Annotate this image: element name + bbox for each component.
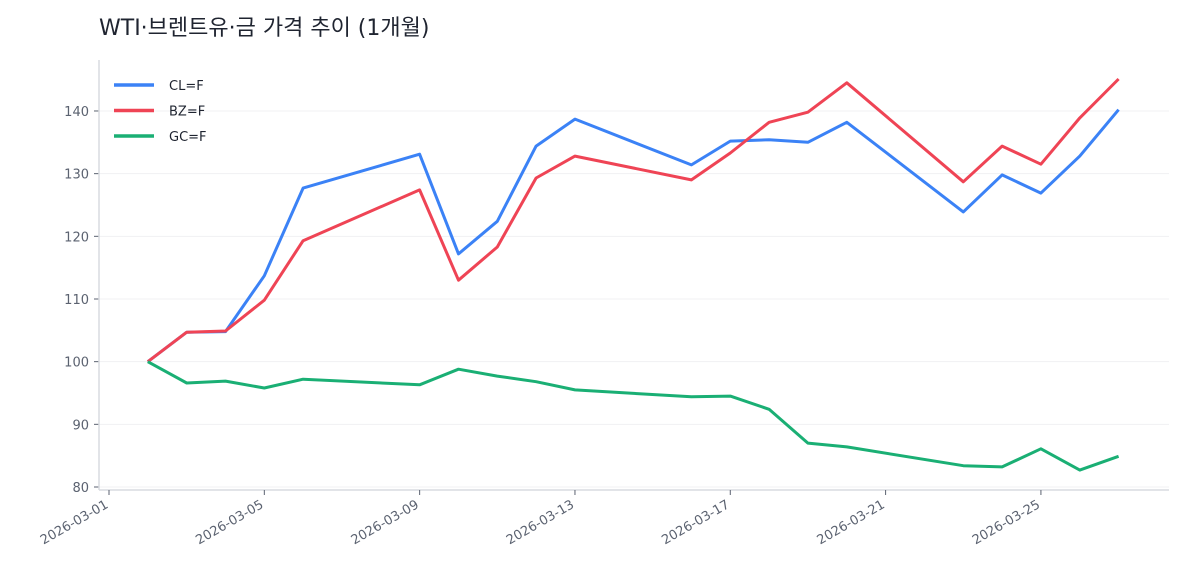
- x-tick-label: 2026-03-25: [970, 497, 1043, 548]
- chart-title: WTI·브렌트유·금 가격 추이 (1개월): [99, 16, 430, 41]
- x-tick-label: 2026-03-21: [815, 497, 888, 548]
- y-tick-label: 120: [64, 230, 89, 245]
- y-tick-label: 130: [64, 168, 89, 183]
- legend-label: BZ=F: [169, 105, 205, 120]
- x-tick-label: 2026-03-01: [38, 497, 111, 548]
- x-tick-label: 2026-03-09: [349, 497, 422, 548]
- y-tick-label: 100: [64, 356, 89, 371]
- legend-label: CL=F: [169, 79, 204, 94]
- series-line-cl-f: [146, 108, 1120, 363]
- y-tick-label: 90: [72, 418, 89, 433]
- series-line-gc-f: [147, 360, 1120, 472]
- legend-label: GC=F: [169, 130, 207, 145]
- x-tick-label: 2026-03-13: [504, 497, 577, 548]
- x-tick-label: 2026-03-05: [193, 497, 266, 548]
- y-tick-label: 110: [64, 293, 89, 308]
- y-tick-label: 80: [72, 481, 89, 496]
- series-line-bz-f: [146, 77, 1120, 363]
- x-tick-label: 2026-03-17: [659, 497, 732, 548]
- y-tick-label: 140: [64, 105, 89, 120]
